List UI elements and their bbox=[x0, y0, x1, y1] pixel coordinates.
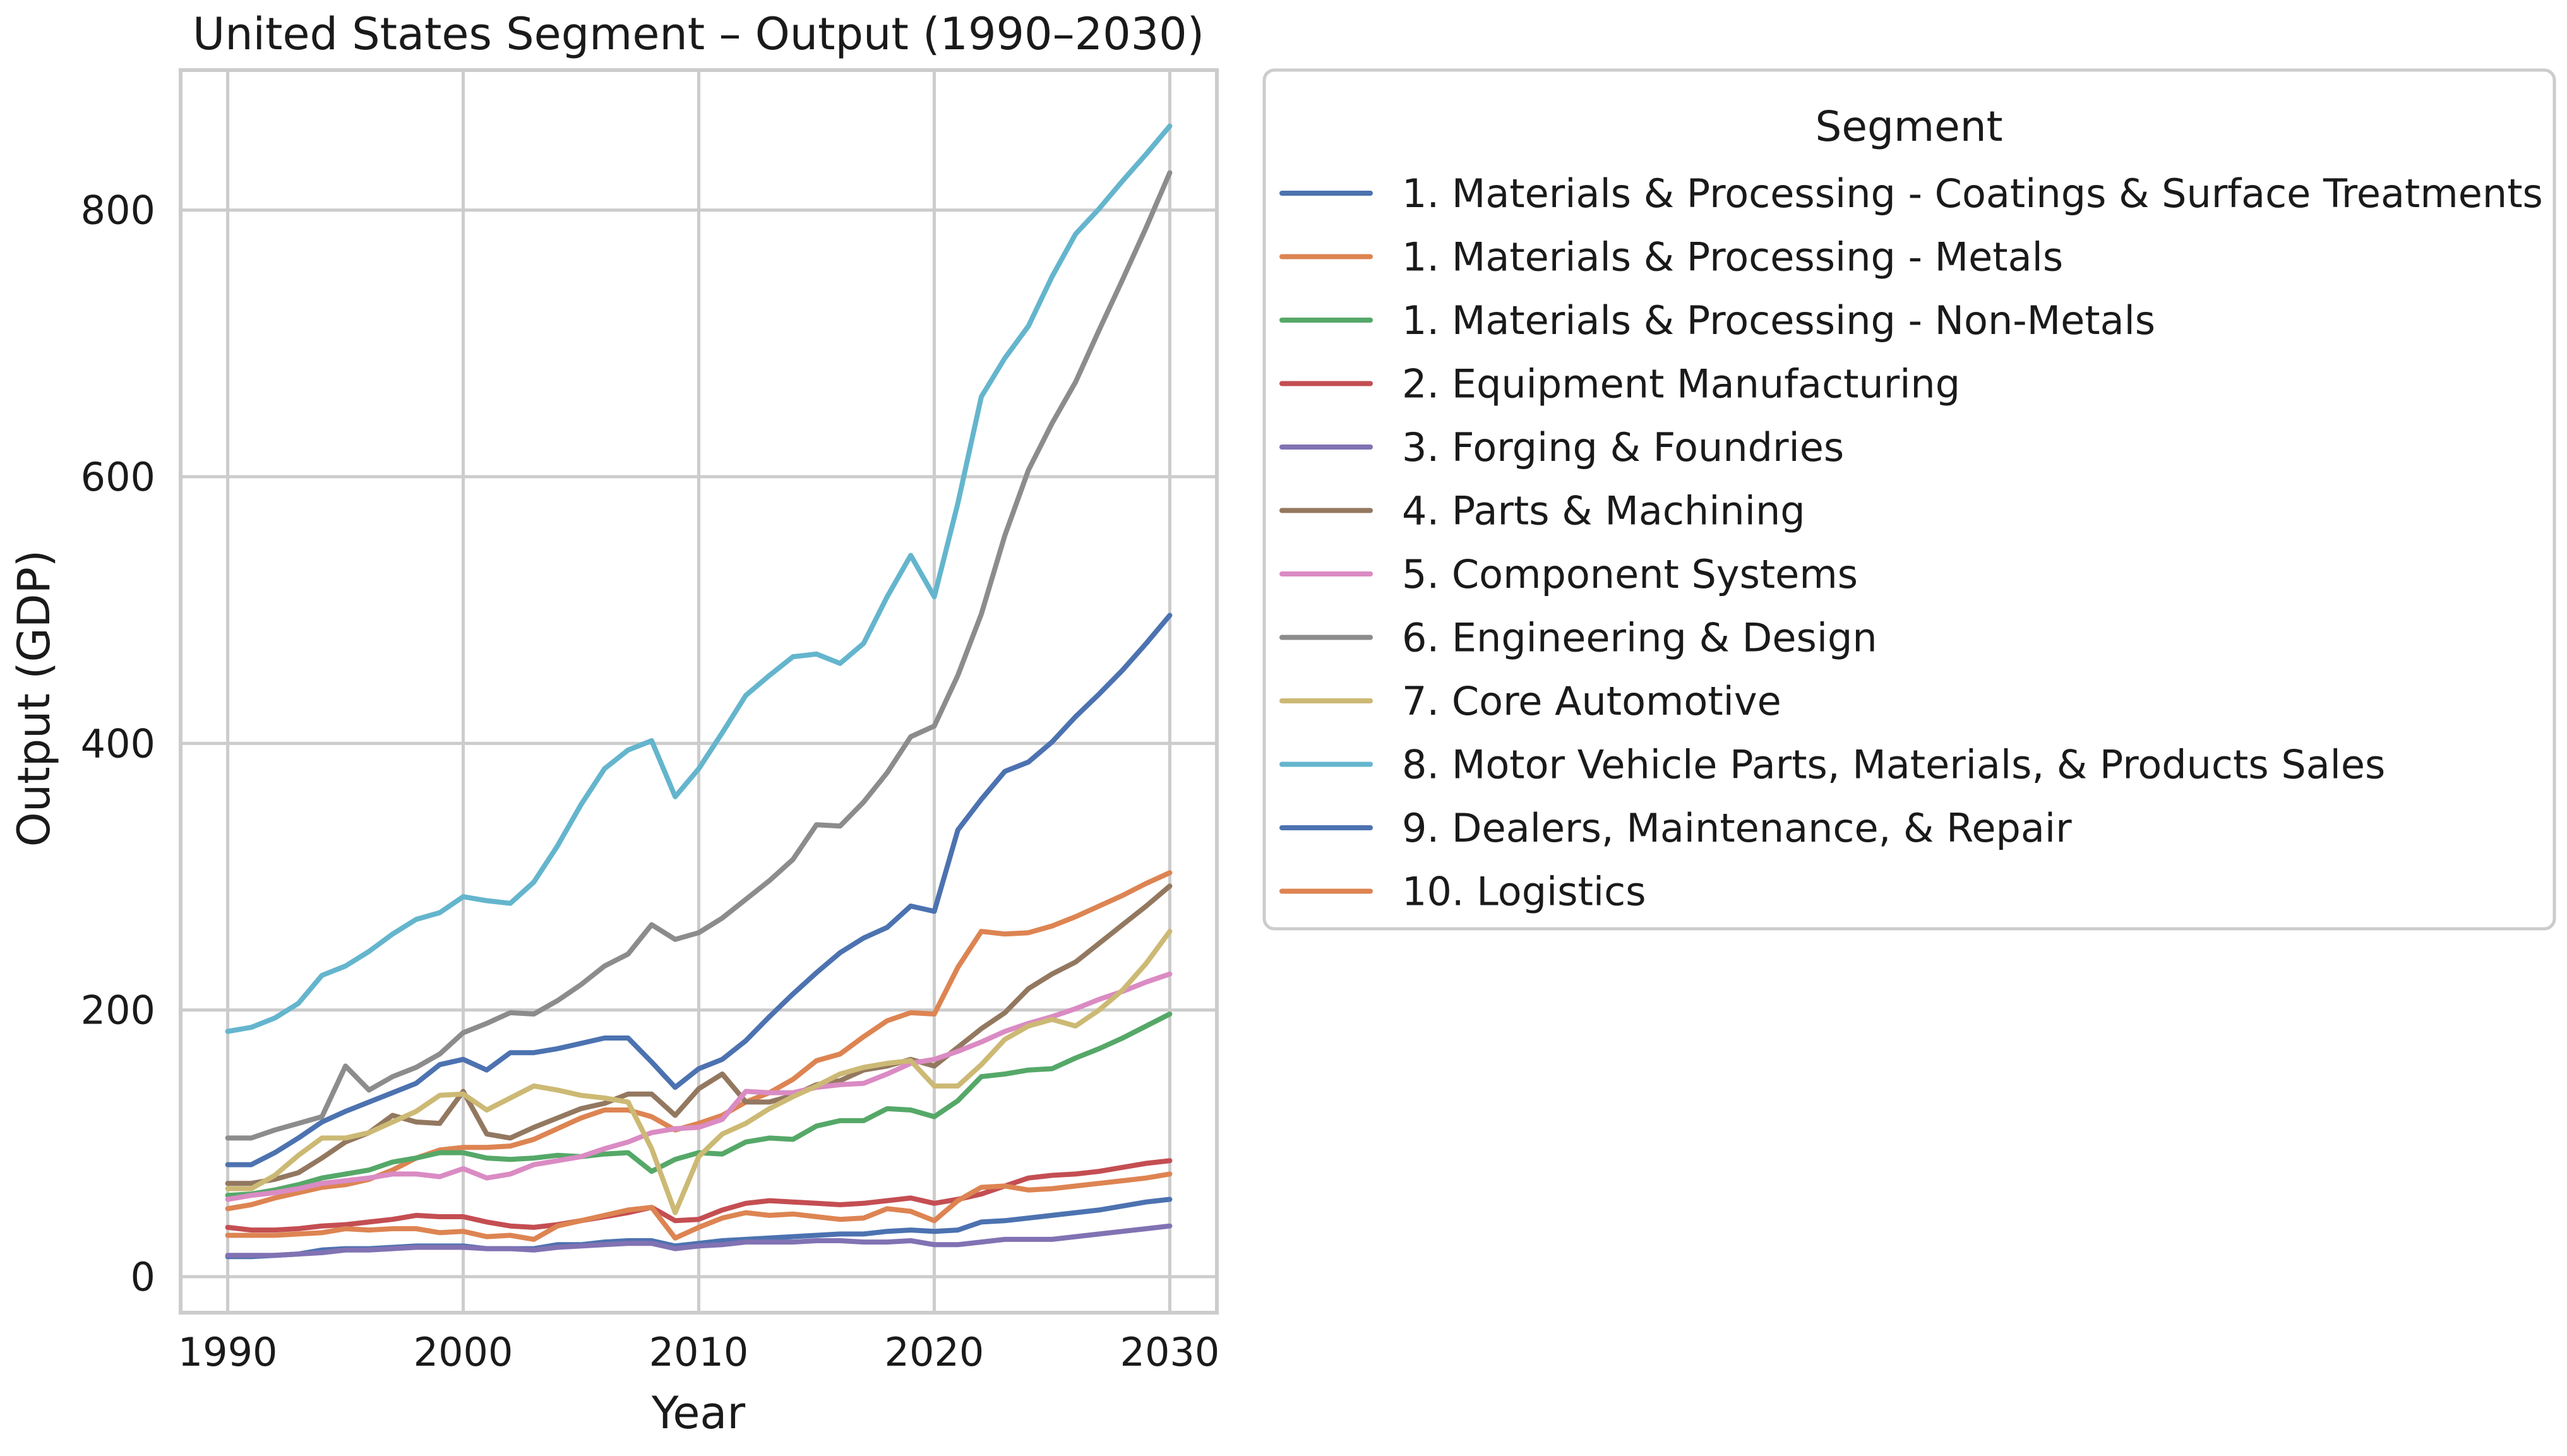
legend-label: 7. Core Automotive bbox=[1402, 678, 1781, 724]
y-tick-label: 400 bbox=[81, 720, 155, 767]
legend-label: 3. Forging & Foundries bbox=[1402, 424, 1844, 470]
x-tick-label: 2020 bbox=[885, 1329, 984, 1375]
legend-label: 1. Materials & Processing - Non-Metals bbox=[1402, 297, 2155, 343]
legend-label: 1. Materials & Processing - Metals bbox=[1402, 234, 2063, 280]
series-lines bbox=[225, 123, 1173, 1260]
chart-title: United States Segment – Output (1990–203… bbox=[193, 8, 1204, 60]
series-line-3 bbox=[225, 1011, 1173, 1198]
x-tick-label: 2010 bbox=[649, 1329, 749, 1375]
x-axis-label: Year bbox=[651, 1387, 745, 1439]
legend-label: 1. Materials & Processing - Coatings & S… bbox=[1402, 170, 2543, 217]
legend-label: 4. Parts & Machining bbox=[1402, 488, 1805, 534]
legend-title: Segment bbox=[1816, 102, 2003, 151]
series-line-10 bbox=[225, 123, 1173, 1034]
series-line-7 bbox=[225, 971, 1173, 1202]
legend-label: 5. Component Systems bbox=[1402, 551, 1858, 597]
legend-entries: 1. Materials & Processing - Coatings & S… bbox=[1279, 170, 2543, 915]
axis-ticks: 1990 2000 2010 2020 2030 0 200 400 600 800 bbox=[81, 188, 1220, 1375]
series-line-9 bbox=[225, 929, 1173, 1215]
plot-area-frame bbox=[179, 68, 1219, 1315]
series-line-5 bbox=[225, 1223, 1173, 1258]
legend-label: 9. Dealers, Maintenance, & Repair bbox=[1402, 805, 2072, 851]
legend-label: 8. Motor Vehicle Parts, Materials, & Pro… bbox=[1402, 742, 2385, 788]
y-tick-label: 600 bbox=[81, 454, 155, 500]
series-line-8 bbox=[225, 170, 1173, 1141]
legend: Segment 1. Materials & Processing - Coat… bbox=[1262, 68, 2556, 931]
y-tick-label: 800 bbox=[81, 188, 155, 234]
gridlines bbox=[181, 70, 1217, 1313]
series-line-6 bbox=[225, 883, 1173, 1186]
series-line-12 bbox=[225, 1171, 1173, 1242]
x-tick-label: 2000 bbox=[414, 1329, 513, 1375]
series-line-4 bbox=[225, 1158, 1173, 1233]
x-tick-label: 2030 bbox=[1120, 1329, 1220, 1375]
y-tick-label: 0 bbox=[131, 1254, 155, 1300]
legend-label: 10. Logistics bbox=[1402, 869, 1646, 915]
legend-box bbox=[1262, 68, 2556, 931]
y-tick-label: 200 bbox=[81, 988, 155, 1034]
y-axis-label: Output (GDP) bbox=[8, 550, 60, 847]
legend-label: 6. Engineering & Design bbox=[1402, 615, 1877, 661]
x-tick-label: 1990 bbox=[178, 1329, 278, 1375]
series-line-11 bbox=[225, 612, 1173, 1167]
legend-label: 2. Equipment Manufacturing bbox=[1402, 361, 1960, 407]
